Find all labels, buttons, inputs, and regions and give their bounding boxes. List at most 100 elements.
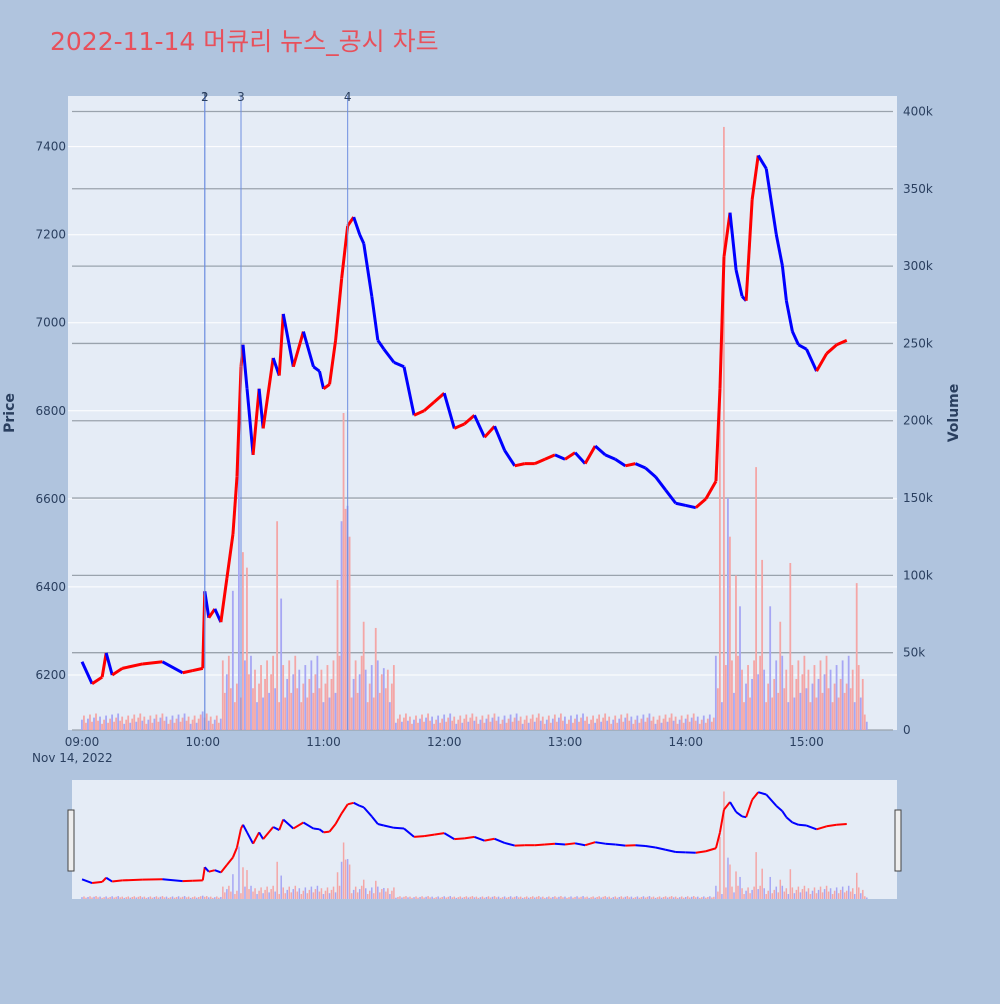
volume-bar — [818, 679, 820, 730]
volume-bar — [747, 665, 749, 730]
range-volume-bar — [619, 897, 621, 899]
range-volume-bar — [409, 897, 411, 899]
price-tick-label: 7400 — [35, 140, 66, 154]
range-volume-bar — [389, 894, 391, 899]
volume-bar — [389, 702, 391, 730]
y2-axis-title: Volume — [946, 384, 962, 443]
volume-bar — [282, 665, 284, 730]
volume-bar — [441, 719, 443, 730]
volume-bar — [385, 688, 387, 730]
volume-bar — [655, 724, 657, 730]
volume-bar — [848, 656, 850, 730]
volume-bar — [725, 665, 727, 730]
range-volume-bar — [115, 897, 117, 899]
range-volume-bar — [158, 898, 160, 899]
range-volume-bar — [303, 891, 305, 899]
range-volume-bar — [136, 898, 138, 899]
volume-bar — [638, 723, 640, 730]
volume-tick-label: 300k — [903, 259, 933, 273]
range-volume-bar — [470, 897, 472, 899]
volume-tick-label: 50k — [903, 646, 925, 660]
range-volume-bar — [625, 897, 627, 899]
range-slider-left-handle[interactable] — [68, 810, 74, 871]
range-volume-bar — [794, 893, 796, 899]
volume-bar — [365, 670, 367, 730]
range-volume-bar — [134, 896, 136, 899]
volume-bar — [797, 660, 799, 730]
range-volume-bar — [802, 889, 804, 899]
range-volume-bar — [121, 897, 123, 899]
range-volume-bar — [452, 897, 454, 899]
range-volume-bar — [242, 867, 244, 899]
range-volume-bar — [673, 897, 675, 899]
range-slider-right-handle[interactable] — [895, 810, 901, 871]
volume-bar — [266, 660, 268, 730]
volume-bar — [306, 698, 308, 730]
volume-bar — [582, 714, 584, 730]
volume-bar — [254, 670, 256, 730]
volume-bar — [822, 693, 824, 730]
volume-bar — [777, 693, 779, 730]
volume-bar — [767, 684, 769, 730]
volume-bar — [640, 719, 642, 730]
range-volume-bar — [731, 887, 733, 899]
volume-bar — [781, 656, 783, 730]
range-volume-bar — [602, 897, 604, 899]
volume-bar — [202, 711, 204, 730]
volume-bar — [85, 723, 87, 730]
range-volume-bar — [576, 896, 578, 899]
volume-bar — [592, 716, 594, 730]
range-volume-bar — [544, 898, 546, 899]
range-volume-bar — [301, 894, 303, 899]
range-volume-bar — [572, 898, 574, 899]
volume-bar — [526, 716, 528, 730]
volume-bar — [773, 679, 775, 730]
range-volume-bar — [749, 893, 751, 899]
range-volume-bar — [524, 897, 526, 899]
volume-bar — [753, 660, 755, 730]
volume-bar — [745, 684, 747, 730]
volume-bar — [409, 717, 411, 730]
volume-bar — [844, 693, 846, 730]
range-volume-bar — [264, 890, 266, 899]
volume-bar — [439, 723, 441, 730]
range-volume-bar — [210, 897, 212, 899]
volume-bar — [296, 688, 298, 730]
volume-bar — [95, 714, 97, 730]
range-volume-bar — [769, 877, 771, 899]
range-volume-bar — [317, 886, 319, 899]
volume-bar — [856, 583, 858, 730]
range-volume-bar — [307, 893, 309, 899]
range-volume-bar — [417, 898, 419, 899]
volume-bar — [548, 716, 550, 730]
range-volume-bar — [474, 897, 476, 899]
volume-bar — [530, 719, 532, 730]
volume-bar — [699, 724, 701, 730]
range-volume-bar — [395, 898, 397, 899]
range-volume-bar — [132, 897, 134, 899]
volume-bar — [333, 660, 335, 730]
range-volume-bar — [184, 896, 186, 899]
range-volume-bar — [586, 897, 588, 899]
volume-bar — [316, 656, 318, 730]
volume-bar — [612, 720, 614, 730]
range-volume-bar — [401, 898, 403, 899]
range-volume-bar — [858, 887, 860, 899]
range-volume-bar — [443, 896, 445, 899]
volume-bar — [554, 715, 556, 730]
volume-bar — [486, 719, 488, 730]
volume-bar — [453, 717, 455, 730]
volume-bar — [709, 715, 711, 730]
volume-bar — [107, 723, 109, 730]
range-volume-bar — [83, 896, 85, 899]
volume-bar — [198, 719, 200, 730]
range-volume-bar — [321, 888, 323, 899]
range-volume-bar — [864, 896, 866, 899]
range-volume-bar — [119, 897, 121, 899]
range-volume-bar — [522, 898, 524, 899]
range-volume-bar — [367, 894, 369, 899]
range-volume-bar — [669, 897, 671, 899]
volume-bar — [697, 717, 699, 730]
